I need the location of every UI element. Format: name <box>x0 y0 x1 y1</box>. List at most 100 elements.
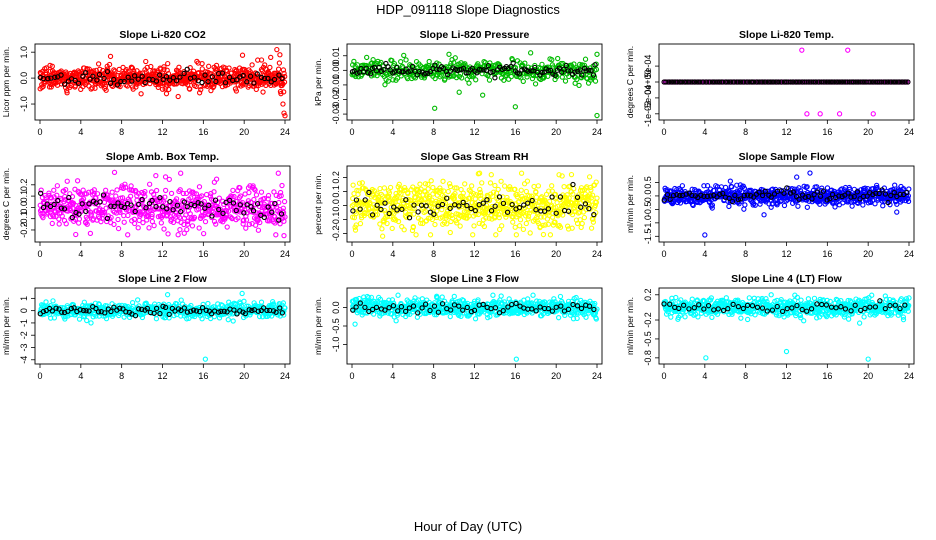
overlay-point <box>167 77 173 83</box>
x-tick-label: 20 <box>239 371 249 381</box>
data-point <box>535 183 542 189</box>
y-tick-label: -4 <box>19 356 29 364</box>
overlay-point <box>365 70 371 76</box>
overlay-point <box>251 80 257 86</box>
data-point <box>277 88 284 95</box>
overlay-point <box>139 73 145 79</box>
outlier-point <box>202 356 209 362</box>
overlay-point <box>381 66 387 73</box>
overlay-point <box>181 70 187 77</box>
data-point <box>46 190 52 196</box>
y-tick-label: 0.0 <box>19 72 29 85</box>
overlay-point <box>440 65 447 72</box>
overlay-point <box>770 79 777 85</box>
data-points <box>349 50 600 119</box>
data-points <box>349 170 600 239</box>
data-point <box>51 187 57 193</box>
data-point <box>508 73 514 80</box>
y-tick-label: -2 <box>19 331 29 339</box>
overlay-point <box>525 68 531 74</box>
overlay-point <box>762 79 769 85</box>
data-point <box>168 190 175 197</box>
data-point <box>351 58 357 65</box>
data-point <box>211 83 217 90</box>
y-tick-label: 0.2 <box>19 179 29 192</box>
data-point <box>166 86 172 93</box>
data-point <box>592 78 599 84</box>
y-tick-label: -3 <box>19 343 29 351</box>
data-point <box>103 87 109 93</box>
overlay-point <box>376 64 382 71</box>
data-point <box>56 216 62 222</box>
overlay-point <box>125 74 131 80</box>
overlay-point <box>191 74 197 80</box>
x-tick-label: 4 <box>702 127 707 137</box>
data-point <box>89 85 95 91</box>
y-axis-label: degrees C per min. <box>625 46 635 118</box>
overlay-point <box>857 79 863 85</box>
outlier-point <box>277 52 283 58</box>
data-point <box>184 226 190 233</box>
data-point <box>523 220 529 227</box>
x-tick-label: 24 <box>280 249 290 259</box>
data-point <box>175 232 181 238</box>
data-point <box>385 78 391 84</box>
overlay-point <box>202 72 208 78</box>
x-tick-label: 24 <box>280 127 290 137</box>
data-point <box>153 187 160 194</box>
x-tick-label: 16 <box>198 371 208 381</box>
overlay-point <box>271 76 278 83</box>
data-point <box>177 227 183 233</box>
x-tick-label: 4 <box>702 249 707 259</box>
overlay-point <box>254 71 260 77</box>
x-tick-label: 20 <box>551 127 561 137</box>
x-tick-label: 12 <box>781 249 791 259</box>
outlier-point <box>807 170 813 176</box>
outlier-point <box>162 174 169 180</box>
data-point <box>541 74 547 80</box>
panel-title: Slope Gas Stream RH <box>421 151 529 163</box>
data-point <box>440 178 446 184</box>
data-point <box>499 223 505 229</box>
x-tick-label: 4 <box>78 249 83 259</box>
x-tick-label: 20 <box>863 249 873 259</box>
data-point <box>381 185 388 191</box>
data-point <box>522 60 528 66</box>
overlay-point <box>779 79 785 85</box>
overlay-point <box>258 74 265 81</box>
overlay-point <box>481 67 487 73</box>
data-point <box>741 206 747 212</box>
y-tick-label: -1 <box>19 319 29 327</box>
data-point <box>275 170 281 176</box>
overlay-point <box>90 73 96 79</box>
data-point <box>146 225 152 231</box>
data-point <box>425 186 431 192</box>
overlay-point <box>738 79 744 85</box>
overlay-point <box>561 66 567 72</box>
overlay-point <box>368 71 374 77</box>
overlay-point <box>358 65 364 72</box>
outlier-point <box>836 111 843 117</box>
overlay-point <box>460 65 467 71</box>
overlay-point <box>790 79 797 85</box>
data-point <box>518 187 524 193</box>
data-point <box>742 202 748 208</box>
overlay-point <box>532 64 538 71</box>
data-point <box>520 226 527 232</box>
x-tick-label: 12 <box>157 371 167 381</box>
overlay-point <box>572 69 578 75</box>
outlier-point <box>845 47 851 53</box>
data-point <box>88 320 94 326</box>
overlay-point <box>209 74 215 80</box>
outlier-point <box>727 178 734 184</box>
data-point <box>155 84 161 90</box>
overlay-point <box>226 74 233 80</box>
data-point <box>379 226 385 232</box>
overlay-point <box>813 79 819 85</box>
overlay-point <box>427 68 434 75</box>
data-point <box>106 61 113 68</box>
data-point <box>134 197 140 203</box>
data-point <box>258 189 265 195</box>
outlier-point <box>702 232 708 238</box>
data-point <box>364 54 370 61</box>
